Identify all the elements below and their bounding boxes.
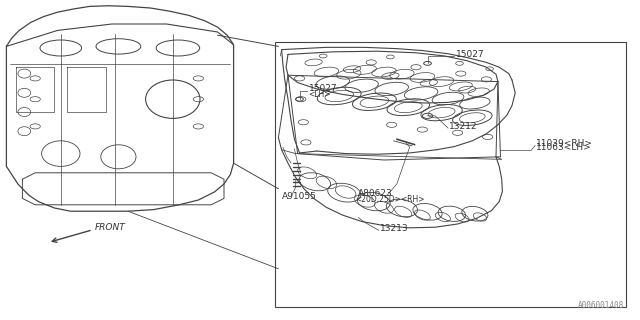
Text: 11039<RH>: 11039<RH> [536, 139, 593, 148]
Text: 11063<LH>: 11063<LH> [536, 143, 592, 152]
Text: A80623: A80623 [358, 189, 393, 198]
Text: <20D,25D><RH>: <20D,25D><RH> [355, 195, 425, 204]
Text: 13212: 13212 [449, 122, 478, 131]
Bar [275, 42, 626, 307]
Text: 13213: 13213 [380, 224, 409, 233]
Text: 15027: 15027 [456, 50, 484, 59]
Text: A006001408: A006001408 [578, 301, 624, 310]
Text: <LH>: <LH> [308, 90, 331, 99]
Text: FRONT: FRONT [95, 223, 125, 232]
Text: A91055: A91055 [282, 192, 316, 201]
Text: 15027: 15027 [308, 84, 337, 93]
